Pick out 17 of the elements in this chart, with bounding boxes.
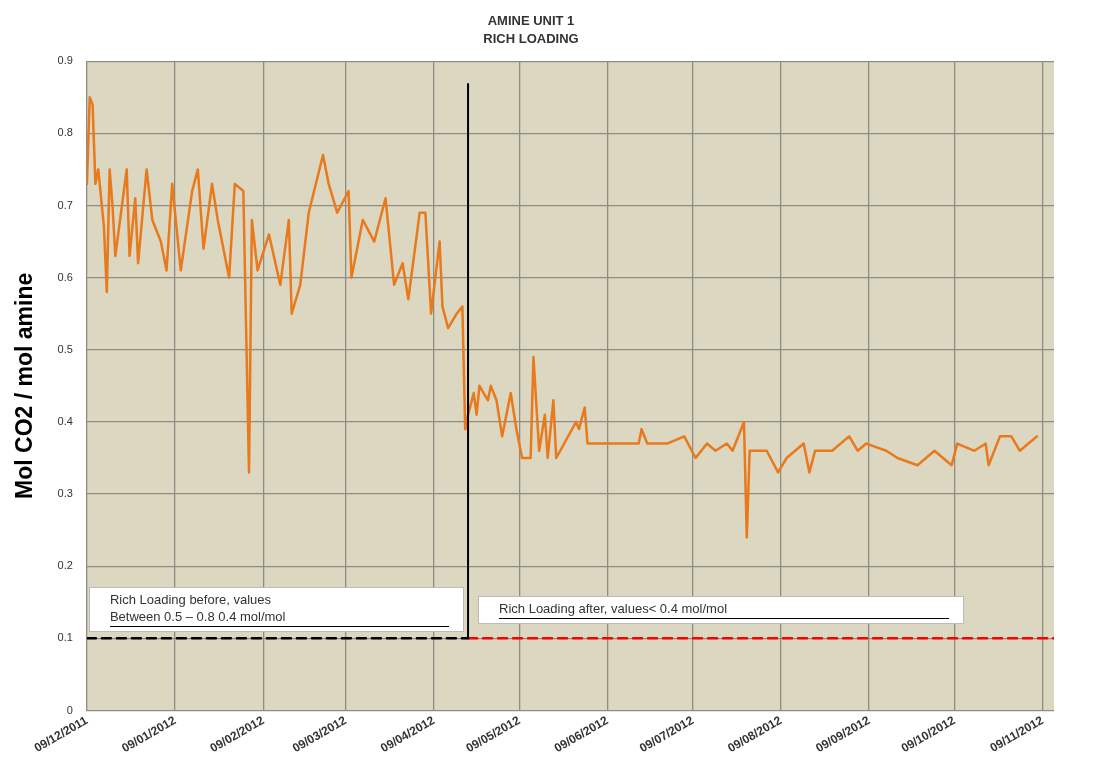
y-tick-label: 0.1 <box>57 631 73 644</box>
y-axis-title: Mol CO2 / mol amine <box>11 272 38 499</box>
text-box: Rich Loading before, values Between 0.5 – 0.8 0.4 mol/mol <box>88 587 465 633</box>
y-tick-label: 0.6 <box>57 270 73 283</box>
y-tick-label: 0.9 <box>57 54 73 67</box>
y-tick-label: 0.8 <box>57 126 73 139</box>
y-tick-label: 0.4 <box>57 414 73 427</box>
y-tick-label: 0.7 <box>57 198 73 211</box>
annotation: Rich Loading before, values Between 0.5 – 0.8 0.4 mol/mol <box>109 592 286 625</box>
y-tick-label: 0 <box>66 703 73 716</box>
chart-title: AMINE UNIT 1 <box>487 13 575 29</box>
y-tick-label: 0.2 <box>57 559 73 572</box>
chart-subtitle: RICH LOADING <box>483 30 579 46</box>
y-tick-label: 0.5 <box>57 342 73 355</box>
y-tick-label: 0.3 <box>57 487 73 500</box>
text-box: Rich Loading after, values< 0.4 mol/mol <box>478 596 965 625</box>
annotation: Rich Loading after, values< 0.4 mol/mol <box>499 601 728 617</box>
